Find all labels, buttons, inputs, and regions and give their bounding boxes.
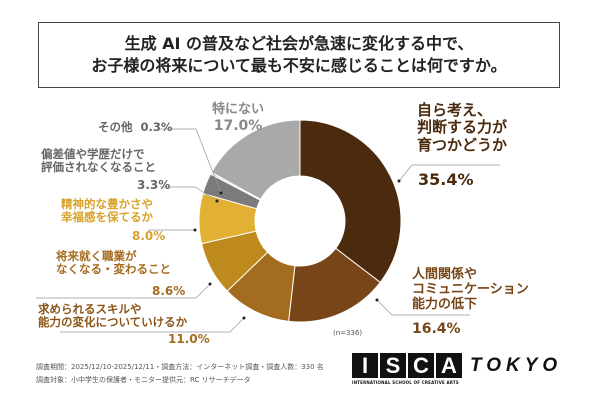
leader-dot-7 bbox=[219, 191, 223, 195]
leader-dot-2 bbox=[375, 298, 379, 302]
leader-line-4 bbox=[36, 283, 211, 299]
slice-value-7: 0.3% bbox=[140, 120, 173, 134]
slice-value-1: 35.4% bbox=[418, 170, 474, 189]
slice-label-1: 自ら考え、 判断する力が 育つかどうか bbox=[417, 101, 508, 154]
slice-label-8: 特にない 17.0% bbox=[212, 102, 265, 134]
slice-value-5: 8.0% bbox=[132, 229, 166, 243]
slice-label-4: 将来就く職業が なくなる・変わること bbox=[56, 249, 171, 277]
donut-slice-8 bbox=[210, 119, 301, 200]
leader-line-2 bbox=[376, 299, 470, 316]
leader-line-1 bbox=[398, 164, 500, 182]
footer-line-2: 調査対象：小中学生の保護者・モニター提供元：RC リサーチデータ bbox=[36, 376, 251, 384]
slice-value-8: 17.0% bbox=[213, 117, 263, 134]
slice-label-3: 求められるスキルや 能力の変化についていけるか bbox=[38, 302, 188, 330]
leader-dot-1 bbox=[397, 179, 401, 183]
leader-line-7 bbox=[160, 128, 222, 194]
title-line-1: 生成 AI の普及など社会が急速に変化する中で、 bbox=[124, 34, 474, 53]
leader-line-6 bbox=[160, 186, 218, 202]
logo-subtitle: INTERNATIONAL SCHOOL OF CREATIVE ARTS bbox=[352, 380, 459, 385]
slice-label-6: 偏差値や学歴だけで 評価されなくなること bbox=[41, 147, 156, 175]
slice-value-4: 8.6% bbox=[152, 284, 186, 298]
slice-value-2: 16.4% bbox=[412, 321, 461, 337]
slice-value-3: 11.0% bbox=[168, 332, 210, 346]
donut-slice-1 bbox=[299, 119, 402, 284]
leader-dot-5 bbox=[193, 228, 197, 232]
title-line-2: お子様の将来について最も不安に感じることは何ですか。 bbox=[91, 56, 507, 75]
slice-label-7: その他 0.3% bbox=[98, 120, 173, 134]
slice-label-2: 人間関係や コミュニケーション 能力の低下 bbox=[412, 267, 529, 312]
leader-dot-6 bbox=[215, 199, 219, 203]
chart-title: 生成 AI の普及など社会が急速に変化する中で、 お子様の将来について最も不安に… bbox=[38, 22, 560, 88]
sample-size-note: (n=336) bbox=[333, 329, 363, 337]
leader-dot-3 bbox=[242, 316, 246, 320]
footer-line-1: 調査期間：2025/12/10-2025/12/11・調査方法：インターネット調… bbox=[36, 363, 324, 371]
slice-value-6: 3.3% bbox=[137, 178, 171, 192]
leader-dot-4 bbox=[208, 282, 212, 286]
slice-label-5: 精神的な豊かさや 幸福感を保てるか bbox=[61, 197, 153, 225]
leader-line-3 bbox=[60, 317, 245, 333]
